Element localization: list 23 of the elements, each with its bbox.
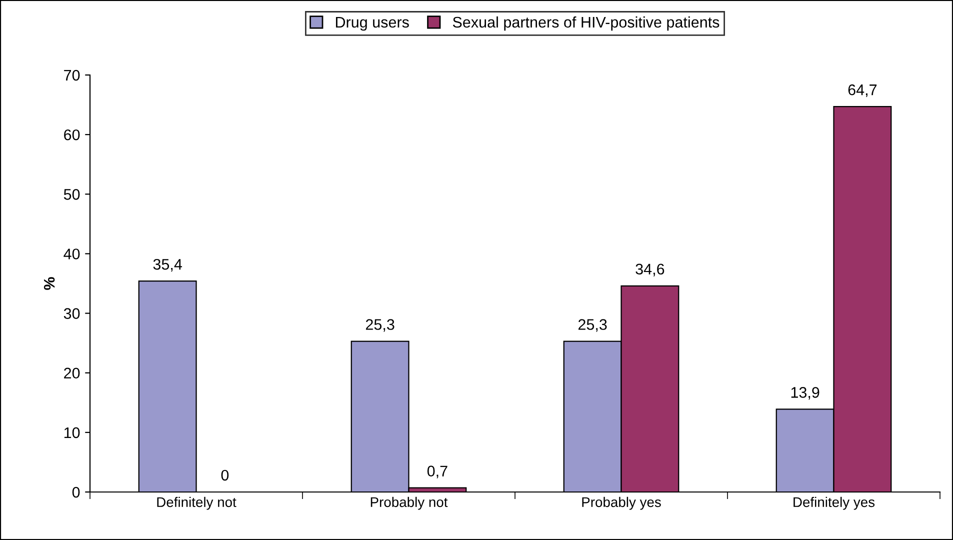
x-tick-label: Probably not (370, 496, 448, 510)
data-label: 13,9 (791, 387, 820, 400)
y-tick-label: 50 (64, 189, 80, 200)
data-label: 35,4 (153, 258, 182, 272)
data-label: 25,3 (578, 319, 607, 332)
data-label: 34,6 (636, 264, 664, 276)
y-tick-label: 70 (64, 70, 80, 81)
y-tick-label: 0 (72, 486, 80, 498)
data-label: 0,7 (427, 466, 448, 478)
y-axis-title: % (44, 277, 55, 290)
y-tick-label: 20 (64, 368, 80, 379)
data-label: 64,7 (848, 84, 877, 98)
data-label: 0 (221, 470, 229, 481)
y-tick-label: 40 (64, 248, 80, 260)
x-tick-label: Probably yes (582, 496, 661, 510)
x-tick-label: Definitely not (157, 496, 236, 510)
legend-label: Drug users (336, 16, 409, 31)
legend-label: Sexual partners of HIV-positive patients (452, 16, 720, 31)
y-tick-label: 60 (64, 129, 80, 140)
x-tick-label: Definitely yes (794, 496, 875, 510)
y-tick-label: 10 (64, 427, 80, 438)
data-label: 25,3 (366, 319, 394, 332)
y-tick-label: 30 (64, 308, 80, 319)
